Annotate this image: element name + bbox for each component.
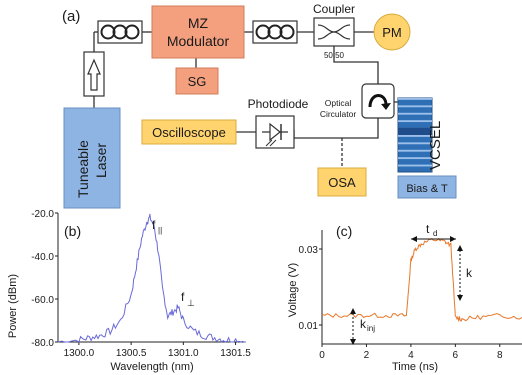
spectrum-y-tick-label: -80.0 <box>31 338 54 349</box>
time-x-tick-label: 0 <box>319 350 325 361</box>
spectrum-axes: -20.0 -40.0 -60.0 -80.0 1300.0 1300.5 1301.0 13… <box>31 209 251 359</box>
coupler-ratio: 50:50 <box>324 51 345 60</box>
peak-main-sub: || <box>158 226 162 235</box>
spectrum-ylabel: Power (dBm) <box>7 274 19 338</box>
time-series-line <box>321 237 522 323</box>
osa <box>317 167 367 197</box>
time-x-tick-label: 6 <box>453 350 459 361</box>
signal-generator <box>175 67 219 95</box>
vcsel-active-region <box>398 127 432 135</box>
spectrum-x-tick-label: 1300.0 <box>64 348 95 359</box>
laser-label-2: Laser <box>93 143 109 178</box>
vcsel-layer <box>398 157 432 160</box>
k-label: k <box>466 266 473 280</box>
isolator-icon <box>83 51 105 97</box>
time-x-tick-label: 8 <box>497 350 503 361</box>
sg-label: SG <box>188 74 207 89</box>
coupler-icon <box>313 17 355 47</box>
time-trace-chart: (c) 0.030.010 2 4 6 8 Voltage (V) Time (ns) … <box>287 222 522 373</box>
power-meter <box>373 13 411 51</box>
vcsel-layer <box>398 149 432 152</box>
td-annotation: t d <box>411 222 456 242</box>
spectrum-x-tick-label: 1301.0 <box>168 348 199 359</box>
photodiode-icon <box>255 115 295 149</box>
optical-circulator-icon <box>361 83 395 119</box>
k-annotation: k <box>457 245 473 301</box>
vcsel-stack <box>397 97 433 173</box>
peak-main-f: f <box>152 218 156 232</box>
time-xlabel: Time (ns) <box>392 361 438 373</box>
coupler-label: Coupler <box>313 2 355 16</box>
vcsel-layer <box>398 142 432 145</box>
tuneable-laser <box>63 107 121 209</box>
spectrum-y-tick-label: -40.0 <box>31 252 54 263</box>
kinj-sub: inj <box>367 324 375 333</box>
time-y-tick-label: 0.01 <box>299 321 319 332</box>
peak-side-f: f <box>181 290 185 304</box>
mz-modulator <box>151 5 245 59</box>
panel-a-label: (a) <box>62 8 80 25</box>
spectrum-x-tick-label: 1301.5 <box>220 348 251 359</box>
mz-label-1: MZ <box>188 15 209 31</box>
vcsel-layer <box>398 120 432 123</box>
time-y-tick-label: 0.03 <box>299 245 319 256</box>
time-axes: 0.03 0.01 0 2 4 6 8 <box>299 230 522 361</box>
oscilloscope <box>141 119 237 145</box>
photodiode-label: Photodiode <box>248 97 309 111</box>
peak-side-sub: ⊥ <box>187 298 195 308</box>
panel-c-label: (c) <box>336 223 352 239</box>
vcsel-layer <box>398 164 432 167</box>
vcsel-label: VCSEL <box>427 121 444 170</box>
bias-tee <box>397 175 457 199</box>
kinj-annotation: k inj <box>350 308 375 345</box>
setup-diagram: (a) Tuneable Laser <box>62 2 457 209</box>
td-label: t <box>426 222 430 236</box>
circulator-label-1: Optical <box>325 98 352 108</box>
vcsel-layer <box>398 135 432 137</box>
spectrum-y-tick-label: -60.0 <box>31 295 54 306</box>
mz-label-2: Modulator <box>167 33 230 49</box>
fiber-circulator-photodiode <box>293 118 379 139</box>
polarization-controller-1-icon <box>97 20 143 44</box>
pm-label: PM <box>382 25 402 40</box>
kinj-label: k <box>360 317 367 331</box>
oscilloscope-label: Oscilloscope <box>152 125 226 140</box>
vcsel-layer <box>398 105 432 108</box>
vcsel-layer <box>398 98 432 100</box>
bias-label: Bias & T <box>406 183 448 195</box>
fiber-coupler-circulator <box>333 46 379 84</box>
vcsel-layer <box>398 112 432 115</box>
spectrum-series-line <box>57 213 246 343</box>
spectrum-y-tick-label: -20.0 <box>31 209 54 220</box>
peak-label-side: f ⊥ <box>181 290 195 308</box>
peak-label-main: f || <box>152 218 162 235</box>
time-x-tick-label: 4 <box>408 350 414 361</box>
polarization-controller-2-icon <box>252 20 298 44</box>
laser-label-1: Tuneable <box>75 140 91 198</box>
spectrum-x-tick-label: 1300.5 <box>116 348 147 359</box>
spectrum-xlabel: Wavelength (nm) <box>110 361 193 373</box>
circulator-label-2: Circulator <box>320 109 357 119</box>
time-ylabel: Voltage (V) <box>287 263 299 317</box>
spectrum-chart: (b) -20.0 -40.0 -60.0 -80.0 1300.0 1300.5 1301… <box>7 209 251 373</box>
td-sub: d <box>433 229 437 238</box>
time-x-tick-label: 2 <box>364 350 370 361</box>
panel-b-label: (b) <box>64 223 81 239</box>
osa-label: OSA <box>328 175 356 190</box>
